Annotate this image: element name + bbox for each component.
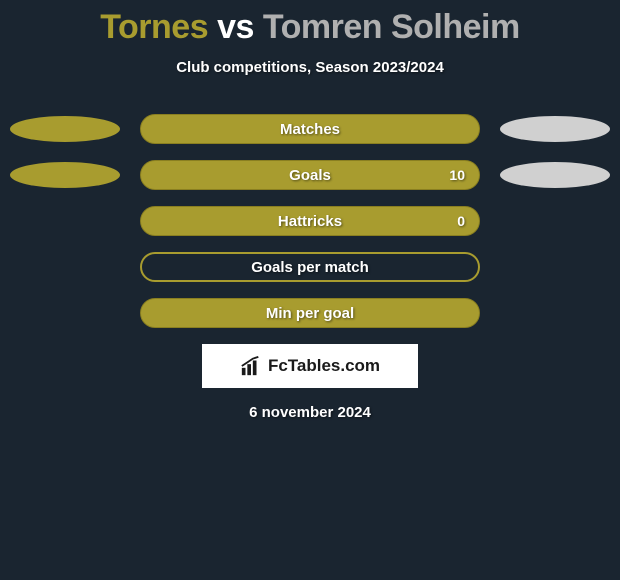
logo-link[interactable]: FcTables.com	[202, 344, 418, 388]
stat-label: Goals per match	[251, 259, 369, 276]
chart-icon	[240, 355, 262, 377]
stat-row-goals: Goals 10	[0, 160, 620, 190]
spacer	[10, 254, 120, 280]
spacer	[10, 300, 120, 326]
stat-row-hattricks: Hattricks 0	[0, 206, 620, 236]
stat-bar-hattricks: Hattricks 0	[140, 206, 480, 236]
player1-marker	[10, 116, 120, 142]
stat-bar-mpg: Min per goal	[140, 298, 480, 328]
stat-label: Matches	[280, 121, 340, 138]
page-title: Tornes vs Tomren Solheim	[0, 8, 620, 47]
spacer	[500, 208, 610, 234]
stat-label: Goals	[289, 167, 331, 184]
stat-label: Hattricks	[278, 213, 342, 230]
stat-bar-matches: Matches	[140, 114, 480, 144]
spacer	[500, 254, 610, 280]
player1-marker	[10, 162, 120, 188]
stat-bar-gpm: Goals per match	[140, 252, 480, 282]
player1-name: Tornes	[100, 8, 208, 46]
date-label: 6 november 2024	[0, 404, 620, 421]
stat-value: 10	[449, 167, 465, 183]
player2-marker	[500, 116, 610, 142]
stat-row-mpg: Min per goal	[0, 298, 620, 328]
stat-label: Min per goal	[266, 305, 354, 322]
player2-name: Tomren Solheim	[263, 8, 520, 46]
stats-panel: Tornes vs Tomren Solheim Club competitio…	[0, 0, 620, 421]
subtitle: Club competitions, Season 2023/2024	[0, 59, 620, 76]
vs-label: vs	[217, 8, 254, 46]
stat-row-gpm: Goals per match	[0, 252, 620, 282]
stat-row-matches: Matches	[0, 114, 620, 144]
logo-text: FcTables.com	[268, 356, 380, 376]
player2-marker	[500, 162, 610, 188]
spacer	[500, 300, 610, 326]
stat-value: 0	[457, 213, 465, 229]
spacer	[10, 208, 120, 234]
stat-bar-goals: Goals 10	[140, 160, 480, 190]
